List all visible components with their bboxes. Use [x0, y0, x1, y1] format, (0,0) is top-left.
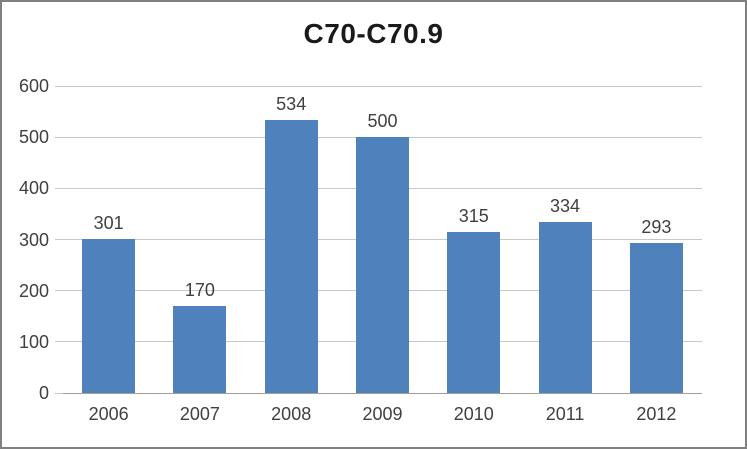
x-tick-label-2006: 2006 — [88, 404, 129, 424]
x-tick-label-2008: 2008 — [271, 404, 312, 424]
bar-2009 — [356, 137, 409, 393]
y-tick-label: 500 — [18, 127, 49, 148]
y-tick-label: 400 — [18, 178, 49, 199]
bar-2012 — [629, 243, 683, 393]
y-tick-label: 200 — [18, 280, 49, 301]
y-tick-0 — [55, 392, 63, 394]
x-tick-label-2010: 2010 — [453, 404, 494, 424]
value-label-2007: 170 — [184, 280, 215, 301]
x-tick-label-2011: 2011 — [545, 404, 585, 424]
y-tick-label: 300 — [18, 229, 49, 250]
x-tick-label-2009: 2009 — [362, 404, 403, 424]
y-tick-400 — [55, 187, 63, 189]
y-tick-500 — [55, 136, 63, 138]
value-label-2010: 315 — [458, 205, 489, 226]
y-tick-600 — [55, 85, 63, 87]
y-tick-300 — [55, 239, 63, 240]
y-tick-label: 100 — [18, 331, 49, 352]
bar-2011 — [538, 222, 592, 393]
x-tick-label-2007: 2007 — [179, 404, 220, 424]
bar-2007 — [173, 306, 227, 393]
chart-title: C70-C70.9 — [303, 18, 444, 49]
value-label-2012: 293 — [641, 217, 672, 238]
bar-2010 — [447, 231, 501, 393]
y-tick-200 — [55, 290, 63, 292]
value-label-2011: 334 — [550, 196, 581, 217]
bar-2006 — [82, 238, 136, 393]
y-tick-label: 600 — [18, 76, 49, 96]
x-tick-label-2012: 2012 — [636, 404, 677, 424]
value-label-2008: 534 — [276, 93, 307, 114]
value-label-2009: 500 — [367, 111, 398, 132]
y-tick-label: 0 — [38, 383, 49, 403]
x-axis-line — [63, 393, 702, 394]
value-label-2006: 301 — [93, 212, 124, 233]
gridline-600 — [63, 85, 702, 87]
bar-2008 — [264, 119, 318, 393]
y-tick-100 — [55, 341, 63, 343]
